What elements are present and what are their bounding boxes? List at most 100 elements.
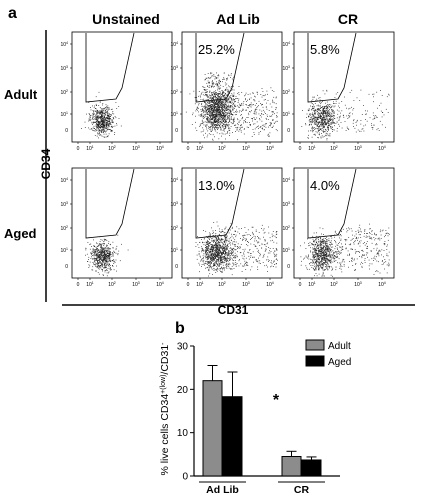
category-label: Ad Lib [206,484,239,496]
y-zero-label: 0 [287,128,290,134]
x-zero-label: 0 [187,146,190,152]
x-tick-label: 104 [156,145,164,152]
dot-cloud [301,89,390,141]
legend-label-aged: Aged [328,357,351,368]
y-tick-label: 101 [170,247,178,254]
y-zero-label: 0 [175,264,178,270]
x-zero-label: 0 [299,282,302,288]
gate-percentage: 4.0% [310,178,340,193]
y-tick-label: 102 [170,89,178,96]
x-zero-label: 0 [77,282,80,288]
x-tick-label: 103 [132,281,140,288]
y-zero-label: 0 [175,128,178,134]
x-zero-label: 0 [187,282,190,288]
y-tick-label: 104 [170,41,178,48]
x-tick-label: 101 [86,281,94,288]
legend-label-adult: Adult [328,341,351,352]
panel-b-label: b [175,320,185,337]
plot-frame [293,31,395,143]
plot-frame [181,31,283,143]
y-tick-label: 102 [282,89,290,96]
dot-cloud [81,91,122,139]
x-tick-label: 102 [218,281,226,288]
y-tick-label: 103 [60,201,68,208]
bar-chart: 0 10 20 30 Ad Lib CR Adult Aged [177,339,351,496]
y-tick-label: 101 [282,247,290,254]
x-tick-label: 101 [196,145,204,152]
y-tick-label: 104 [60,177,68,184]
y-tick-label: 103 [282,201,290,208]
column-label-cr: CR [338,11,358,27]
x-tick-label: 101 [308,145,316,152]
plot-frame [71,31,173,143]
x-zero-label: 0 [77,146,80,152]
x-tick-label: 102 [108,145,116,152]
bar-y-tick-label: 0 [182,472,188,483]
flow-plot-adult-unstained: 104 103 102 101 0 0 101 102 103 104 [60,31,173,152]
x-tick-label: 104 [266,281,274,288]
x-zero-label: 0 [299,146,302,152]
y-tick-label: 104 [282,41,290,48]
x-tick-label: 103 [354,281,362,288]
gate-percentage: 13.0% [198,178,235,193]
y-tick-label: 102 [282,225,290,232]
dot-cloud [185,72,278,141]
legend-swatch-adult [305,339,325,351]
dot-cloud [300,223,390,277]
y-zero-label: 0 [65,264,68,270]
x-tick-label: 102 [108,281,116,288]
y-tick-label: 101 [170,111,178,118]
flow-plot-adult-adlib: 104 103 102 101 0 0 101 102 103 104 25.2% [170,31,283,152]
ylabel-base: % live cells CD34 [159,394,171,476]
column-label-adlib: Ad Lib [216,11,260,27]
x-tick-label: 101 [308,281,316,288]
y-tick-label: 104 [282,177,290,184]
gate-percentage: 25.2% [198,42,235,57]
y-tick-label: 103 [60,65,68,72]
plot-frame [71,167,173,279]
bar-y-tick-label: 10 [177,428,189,439]
y-zero-label: 0 [287,264,290,270]
bar-adult-1 [281,456,302,477]
row-label-adult: Adult [4,87,38,102]
ylabel-sup2: - [160,342,167,345]
bar-chart-ylabel: % live cells CD34+(low)/CD31- [159,342,171,476]
flow-plot-aged-unstained: 104 103 102 101 0 0 101 102 103 104 [60,167,173,288]
flow-plots: 104 103 102 101 0 0 101 102 103 104 104 103 102 101 0 0… [60,31,395,288]
x-tick-label: 104 [266,145,274,152]
x-tick-label: 104 [378,145,386,152]
ylabel-mid: /CD31 [159,345,171,375]
column-label-unstained: Unstained [92,11,160,27]
plot-frame [181,167,283,279]
dot-cloud [195,221,278,277]
bar-aged-0 [222,396,243,477]
ylabel-sup1: +(low) [160,375,167,394]
y-tick-label: 101 [60,247,68,254]
y-tick-label: 101 [282,111,290,118]
row-label-aged: Aged [4,226,37,241]
y-tick-label: 104 [60,41,68,48]
x-tick-label: 103 [354,145,362,152]
panel-a-label: a [8,5,17,22]
bar-y-tick-label: 20 [177,385,189,396]
gate-outline [307,32,357,103]
gate-percentage: 5.8% [310,42,340,57]
y-tick-label: 103 [170,65,178,72]
gate-outline [85,168,135,239]
y-tick-label: 102 [170,225,178,232]
plot-frame [293,167,395,279]
y-tick-label: 103 [170,201,178,208]
x-tick-label: 102 [218,145,226,152]
bar-aged-1 [301,459,322,477]
bar-y-tick-label: 30 [177,342,189,353]
x-tick-label: 102 [330,281,338,288]
x-axis-label-cd31: CD31 [218,303,249,317]
flow-plot-aged-cr: 104 103 102 101 0 0 101 102 103 104 4.0% [282,167,395,288]
gate-outline [307,168,357,239]
x-tick-label: 101 [86,145,94,152]
bar-adult-0 [202,380,223,477]
dot-cloud [85,234,129,277]
x-tick-label: 104 [378,281,386,288]
y-tick-label: 103 [282,65,290,72]
